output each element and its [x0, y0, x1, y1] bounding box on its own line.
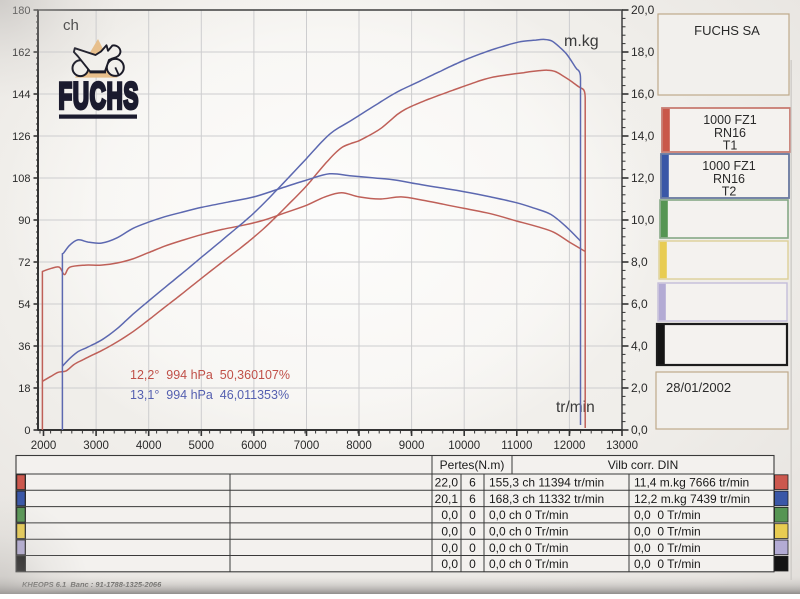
svg-text:1000 FZ1: 1000 FZ1 — [703, 113, 757, 127]
svg-text:T2: T2 — [722, 184, 737, 198]
svg-text:0,0 ch 0 Tr/min: 0,0 ch 0 Tr/min — [489, 508, 568, 522]
svg-text:FUCHS SA: FUCHS SA — [694, 23, 760, 38]
svg-text:0,0 0 Tr/min: 0,0 0 Tr/min — [634, 541, 701, 555]
svg-text:2,0: 2,0 — [631, 381, 648, 395]
svg-text:11000: 11000 — [501, 440, 532, 452]
svg-text:20,1: 20,1 — [435, 492, 459, 506]
svg-text:m.kg: m.kg — [564, 33, 599, 50]
svg-text:0: 0 — [469, 508, 476, 522]
svg-text:155,3 ch 11394 tr/min: 155,3 ch 11394 tr/min — [489, 476, 604, 490]
svg-text:0,0: 0,0 — [441, 508, 458, 522]
svg-text:6,0: 6,0 — [631, 297, 648, 311]
svg-text:168,3 ch 11332 tr/min: 168,3 ch 11332 tr/min — [489, 492, 604, 506]
svg-text:Pertes(N.m): Pertes(N.m) — [440, 458, 505, 472]
svg-text:0,0: 0,0 — [441, 541, 458, 555]
svg-text:4000: 4000 — [136, 440, 162, 452]
svg-text:0,0 ch 0 Tr/min: 0,0 ch 0 Tr/min — [489, 557, 568, 571]
svg-text:0,0 0 Tr/min: 0,0 0 Tr/min — [634, 525, 701, 539]
svg-text:5000: 5000 — [189, 440, 215, 452]
svg-text:0,0 ch 0 Tr/min: 0,0 ch 0 Tr/min — [489, 525, 568, 539]
svg-text:36: 36 — [18, 341, 30, 353]
svg-text:16,0: 16,0 — [631, 87, 655, 101]
svg-text:0,0: 0,0 — [441, 525, 458, 539]
svg-text:RN16: RN16 — [713, 172, 745, 186]
svg-text:12,0: 12,0 — [631, 171, 655, 185]
svg-text:0: 0 — [469, 557, 476, 571]
svg-text:11,4 m.kg 7666 tr/min: 11,4 m.kg 7666 tr/min — [634, 476, 749, 490]
svg-text:0,0 0 Tr/min: 0,0 0 Tr/min — [634, 557, 701, 571]
svg-text:1000 FZ1: 1000 FZ1 — [702, 159, 756, 173]
svg-text:10,0: 10,0 — [631, 213, 655, 227]
svg-text:3000: 3000 — [83, 440, 109, 452]
svg-text:tr/min: tr/min — [556, 399, 595, 416]
svg-text:72: 72 — [18, 257, 30, 269]
svg-text:9000: 9000 — [399, 440, 425, 452]
svg-text:0: 0 — [24, 425, 30, 437]
svg-text:0,0: 0,0 — [441, 557, 458, 571]
svg-text:12000: 12000 — [553, 440, 585, 452]
svg-text:0: 0 — [469, 525, 476, 539]
svg-text:6: 6 — [469, 476, 476, 490]
svg-text:6000: 6000 — [241, 440, 267, 452]
svg-text:12,2° 994 hPa 50,360107%: 12,2° 994 hPa 50,360107% — [130, 368, 290, 382]
svg-text:28/01/2002: 28/01/2002 — [666, 380, 731, 395]
svg-text:4,0: 4,0 — [631, 339, 648, 353]
svg-text:18,0: 18,0 — [631, 45, 655, 59]
svg-text:0,0 0 Tr/min: 0,0 0 Tr/min — [634, 508, 701, 522]
svg-text:2000: 2000 — [31, 440, 57, 452]
svg-text:8,0: 8,0 — [631, 255, 648, 269]
svg-text:0,0 ch 0 Tr/min: 0,0 ch 0 Tr/min — [489, 541, 568, 555]
svg-text:0,0: 0,0 — [631, 423, 648, 437]
svg-text:13,1° 994 hPa 46,011353%: 13,1° 994 hPa 46,011353% — [130, 388, 289, 402]
svg-text:22,0: 22,0 — [435, 476, 459, 490]
svg-text:14,0: 14,0 — [631, 129, 655, 143]
svg-text:6: 6 — [469, 492, 476, 506]
svg-text:T1: T1 — [723, 138, 738, 152]
svg-text:RN16: RN16 — [714, 126, 746, 140]
svg-text:90: 90 — [18, 215, 30, 227]
svg-text:20,0: 20,0 — [631, 3, 655, 17]
svg-text:13000: 13000 — [606, 440, 638, 452]
svg-text:0: 0 — [469, 541, 476, 555]
svg-text:126: 126 — [12, 131, 30, 143]
svg-text:54: 54 — [18, 299, 30, 311]
svg-text:108: 108 — [12, 173, 30, 185]
svg-text:12,2 m.kg 7439 tr/min: 12,2 m.kg 7439 tr/min — [634, 492, 750, 506]
svg-text:8000: 8000 — [346, 440, 372, 452]
svg-text:10000: 10000 — [448, 440, 480, 452]
svg-text:Vilb corr. DIN: Vilb corr. DIN — [608, 458, 678, 472]
svg-text:7000: 7000 — [294, 440, 320, 452]
svg-text:18: 18 — [18, 383, 30, 395]
